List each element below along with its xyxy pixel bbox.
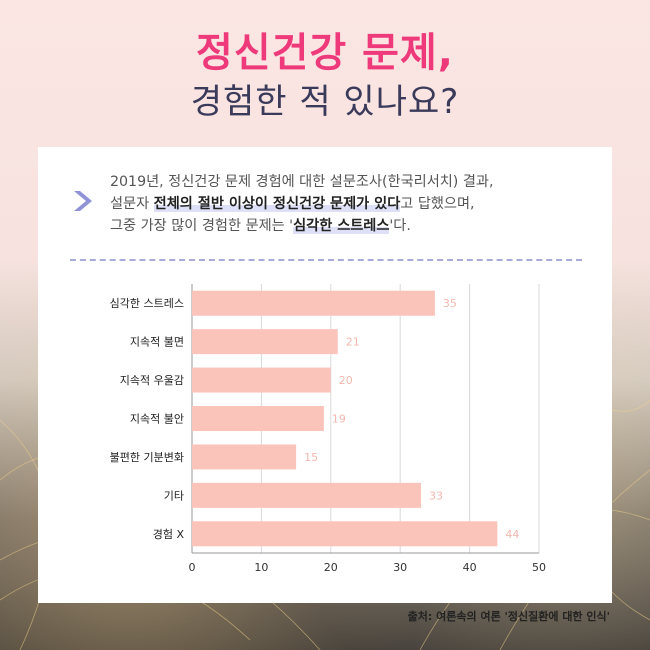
category-label: 경험 X xyxy=(153,528,185,541)
bar xyxy=(192,367,331,393)
category-label: 불편한 기분변화 xyxy=(110,451,184,464)
chevron-right-icon xyxy=(74,191,92,211)
category-label: 기타 xyxy=(164,489,184,502)
x-tick-label: 50 xyxy=(532,561,546,574)
bar xyxy=(192,444,297,470)
category-label: 지속적 불안 xyxy=(130,413,184,426)
bar xyxy=(192,521,498,547)
data-label: 15 xyxy=(304,451,318,464)
data-label: 20 xyxy=(339,374,353,387)
x-tick-label: 40 xyxy=(463,561,477,574)
intro-line-2: 설문자 전체의 절반 이상이 정신건강 문제가 있다고 답했으며, xyxy=(110,193,600,215)
data-label: 35 xyxy=(443,297,457,310)
bar xyxy=(192,290,435,316)
data-label: 33 xyxy=(429,489,443,502)
intro-highlight-stress: 심각한 스트레스 xyxy=(293,218,390,234)
data-label: 44 xyxy=(505,528,519,541)
category-label: 지속적 불면 xyxy=(130,336,184,349)
intro-line-3-post: '다. xyxy=(389,218,411,234)
source-note: 출처: 여론속의 여론 '정신질환에 대한 인식' xyxy=(407,610,610,623)
bar xyxy=(192,406,324,431)
category-label: 심각한 스트레스 xyxy=(110,297,184,310)
x-tick-label: 0 xyxy=(189,561,196,574)
intro-text: 2019년, 정신건강 문제 경험에 대한 설문조사(한국리서치) 결과, 설문… xyxy=(110,171,600,237)
page-subtitle: 경험한 적 있나요? xyxy=(190,82,460,122)
bar xyxy=(192,482,422,508)
intro-highlight-majority: 전체의 절반 이상이 정신건강 문제가 있다 xyxy=(153,196,401,212)
dashed-divider xyxy=(70,259,582,261)
x-tick-label: 10 xyxy=(254,561,268,574)
intro-line-1: 2019년, 정신건강 문제 경험에 대한 설문조사(한국리서치) 결과, xyxy=(110,174,494,190)
intro-line-3-pre: 그중 가장 많이 경험한 문제는 ' xyxy=(110,218,294,234)
data-label: 21 xyxy=(346,336,360,349)
intro-line-3: 그중 가장 많이 경험한 문제는 '심각한 스트레스'다. xyxy=(110,215,600,237)
x-tick-label: 20 xyxy=(324,561,338,574)
intro-line-2-post: 고 답했으며, xyxy=(400,196,475,212)
category-label: 지속적 우울감 xyxy=(120,374,184,387)
page-title: 정신건강 문제, xyxy=(196,30,454,76)
x-tick-label: 30 xyxy=(393,561,407,574)
data-label: 19 xyxy=(332,413,346,426)
intro-line-2-pre: 설문자 xyxy=(110,196,154,212)
bar xyxy=(192,329,338,355)
